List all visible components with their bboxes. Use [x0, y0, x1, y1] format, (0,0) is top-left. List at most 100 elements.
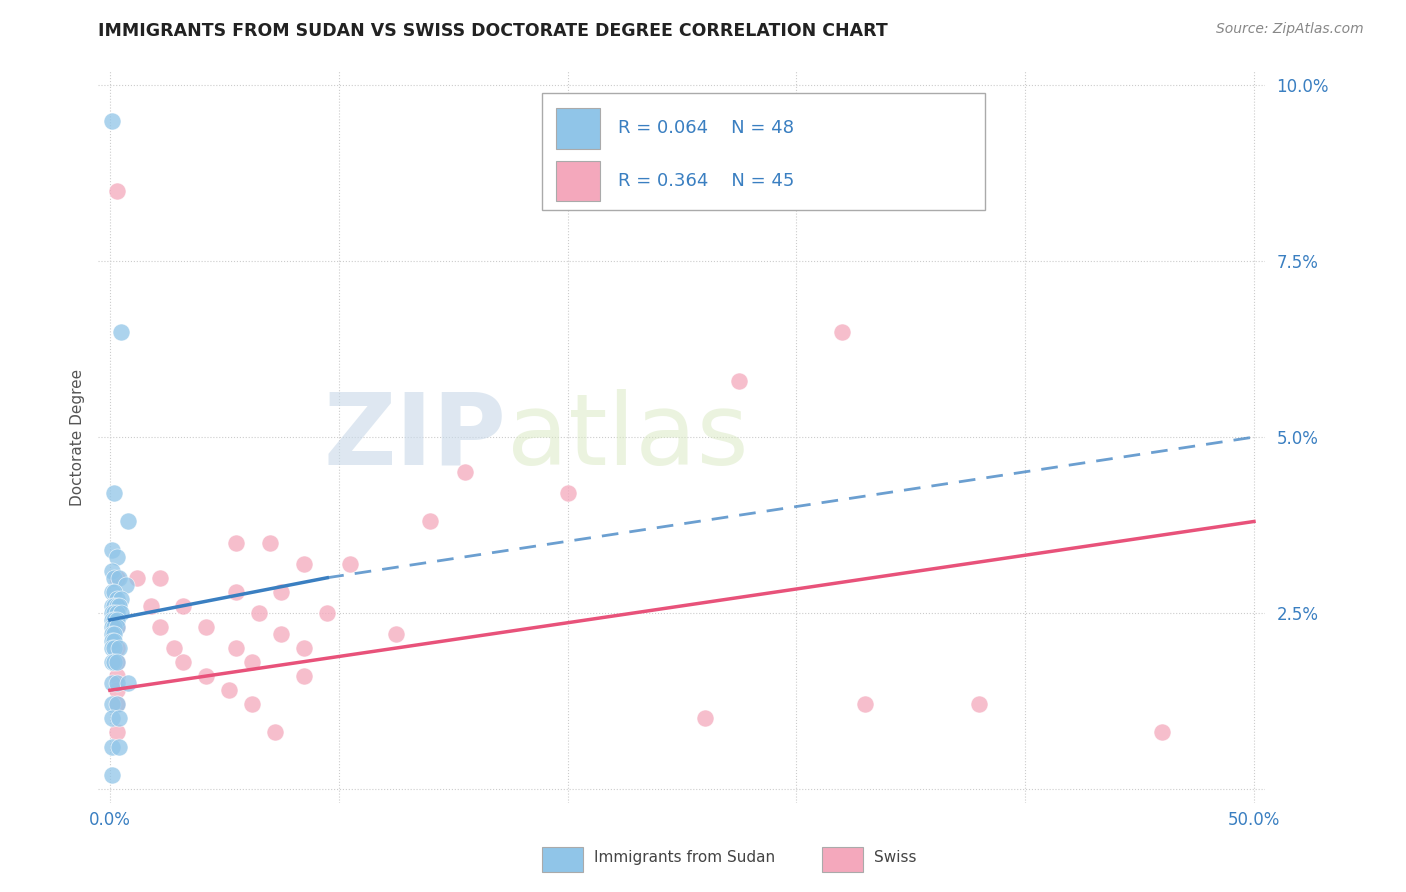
- Point: [108, 599, 131, 613]
- Point: [831, 325, 853, 339]
- Point: [117, 676, 139, 690]
- Point: [105, 599, 128, 613]
- Point: [105, 599, 128, 613]
- Point: [172, 599, 194, 613]
- Point: [117, 515, 139, 529]
- Point: [105, 184, 128, 198]
- Point: [103, 641, 125, 656]
- Point: [110, 591, 132, 606]
- Point: [103, 655, 125, 669]
- Point: [103, 571, 125, 585]
- Point: [240, 655, 263, 669]
- Y-axis label: Doctorate Degree: Doctorate Degree: [69, 368, 84, 506]
- Point: [110, 325, 132, 339]
- Text: Swiss: Swiss: [875, 850, 917, 865]
- Point: [115, 578, 138, 592]
- Point: [101, 606, 124, 620]
- Point: [101, 613, 124, 627]
- Point: [101, 641, 124, 656]
- Point: [105, 641, 128, 656]
- Point: [101, 739, 124, 754]
- Text: R = 0.364    N = 45: R = 0.364 N = 45: [617, 172, 794, 190]
- Point: [105, 698, 128, 712]
- Point: [339, 557, 361, 571]
- Point: [105, 620, 128, 634]
- Text: Source: ZipAtlas.com: Source: ZipAtlas.com: [1216, 22, 1364, 37]
- Point: [108, 739, 131, 754]
- Point: [225, 535, 247, 549]
- Point: [101, 711, 124, 725]
- Point: [225, 641, 247, 656]
- Point: [172, 655, 194, 669]
- Point: [101, 584, 124, 599]
- Point: [127, 571, 149, 585]
- Point: [101, 113, 124, 128]
- Point: [149, 620, 172, 634]
- Point: [419, 515, 441, 529]
- Text: ZIP: ZIP: [323, 389, 506, 485]
- Point: [108, 711, 131, 725]
- Point: [101, 698, 124, 712]
- Point: [105, 655, 128, 669]
- Point: [240, 698, 263, 712]
- Point: [263, 725, 285, 739]
- Point: [270, 584, 292, 599]
- Point: [225, 584, 247, 599]
- Point: [194, 620, 217, 634]
- Point: [103, 627, 125, 641]
- Point: [453, 465, 475, 479]
- Point: [105, 698, 128, 712]
- Point: [105, 606, 128, 620]
- Point: [101, 627, 124, 641]
- Text: atlas: atlas: [506, 389, 748, 485]
- Point: [557, 486, 579, 500]
- Point: [101, 599, 124, 613]
- Point: [110, 606, 132, 620]
- Point: [292, 669, 315, 683]
- Point: [139, 599, 162, 613]
- Text: R = 0.064    N = 48: R = 0.064 N = 48: [617, 120, 794, 137]
- Point: [218, 683, 240, 698]
- Point: [105, 725, 128, 739]
- Point: [853, 698, 876, 712]
- Point: [101, 767, 124, 781]
- FancyBboxPatch shape: [541, 94, 986, 211]
- Point: [1152, 725, 1174, 739]
- FancyBboxPatch shape: [555, 108, 600, 149]
- Point: [969, 698, 991, 712]
- Point: [149, 571, 172, 585]
- Point: [103, 606, 125, 620]
- Point: [108, 571, 131, 585]
- Text: IMMIGRANTS FROM SUDAN VS SWISS DOCTORATE DEGREE CORRELATION CHART: IMMIGRANTS FROM SUDAN VS SWISS DOCTORATE…: [98, 22, 889, 40]
- Point: [105, 683, 128, 698]
- Point: [105, 669, 128, 683]
- Point: [103, 584, 125, 599]
- Point: [292, 557, 315, 571]
- Point: [108, 641, 131, 656]
- Point: [105, 655, 128, 669]
- Point: [103, 620, 125, 634]
- Point: [101, 542, 124, 557]
- Point: [163, 641, 186, 656]
- Point: [316, 606, 339, 620]
- Point: [105, 620, 128, 634]
- Point: [259, 535, 281, 549]
- Point: [385, 627, 408, 641]
- Point: [101, 676, 124, 690]
- Point: [103, 634, 125, 648]
- FancyBboxPatch shape: [541, 847, 582, 872]
- Point: [103, 486, 125, 500]
- Point: [105, 549, 128, 564]
- Text: Immigrants from Sudan: Immigrants from Sudan: [595, 850, 776, 865]
- Point: [105, 571, 128, 585]
- FancyBboxPatch shape: [555, 161, 600, 202]
- Point: [693, 711, 716, 725]
- Point: [270, 627, 292, 641]
- Point: [292, 641, 315, 656]
- Point: [101, 634, 124, 648]
- Point: [105, 591, 128, 606]
- Point: [105, 676, 128, 690]
- Point: [101, 564, 124, 578]
- Point: [247, 606, 270, 620]
- Point: [101, 655, 124, 669]
